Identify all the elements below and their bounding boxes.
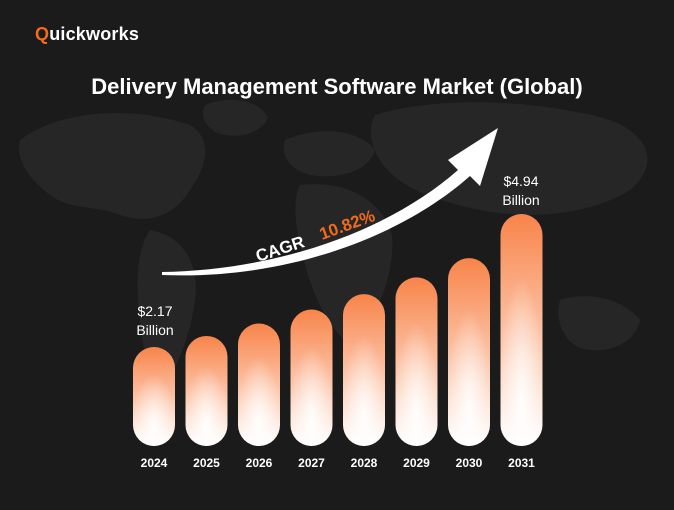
bar-glow-2025: [185, 335, 228, 446]
chart-title: Delivery Management Software Market (Glo…: [91, 74, 583, 99]
x-tick-label: 2028: [351, 456, 378, 470]
x-tick-label: 2024: [141, 456, 168, 470]
x-tick-label: 2031: [508, 456, 535, 470]
start-value-unit: Billion: [136, 322, 173, 338]
end-value-unit: Billion: [502, 192, 539, 208]
bar-glow-2028: [343, 294, 385, 446]
bar-glow-2024: [133, 347, 175, 446]
x-tick-label: 2030: [456, 456, 483, 470]
x-tick-label: 2027: [298, 456, 325, 470]
bar-glow-2026: [238, 323, 280, 446]
bar-glow-2027: [290, 309, 333, 446]
end-value-amount: $4.94: [503, 173, 538, 189]
bar-glow-2031: [500, 214, 543, 446]
growth-arrow: [162, 128, 498, 276]
start-value-amount: $2.17: [137, 303, 172, 319]
x-tick-label: 2026: [246, 456, 273, 470]
x-tick-label: 2029: [403, 456, 430, 470]
bar-glow-2029: [395, 277, 438, 446]
brand-logo: Quickworks: [35, 24, 140, 44]
bar-glow-2030: [448, 258, 490, 446]
x-tick-label: 2025: [193, 456, 220, 470]
